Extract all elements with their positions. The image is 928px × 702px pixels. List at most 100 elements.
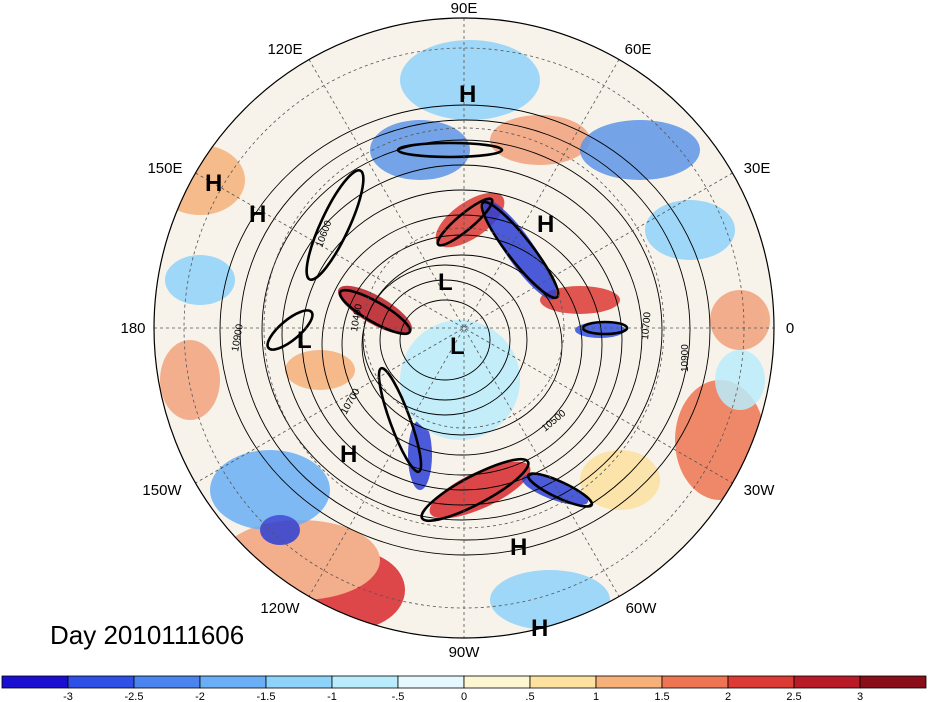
colorbar-box bbox=[1, 675, 69, 689]
low-pressure-marker: L bbox=[297, 327, 312, 354]
warm-patch bbox=[337, 285, 413, 335]
cold-patch bbox=[260, 515, 300, 545]
cold-patch bbox=[645, 200, 735, 260]
longitude-label: 30W bbox=[744, 482, 776, 499]
jet-contour bbox=[305, 169, 365, 281]
colorbar-tick-label: 2 bbox=[725, 691, 731, 702]
longitude-label: 120E bbox=[267, 41, 302, 58]
colorbar-boxes bbox=[1, 675, 927, 689]
high-pressure-marker: H bbox=[249, 201, 266, 228]
map-border bbox=[153, 17, 775, 639]
high-pressure-marker: H bbox=[537, 211, 554, 238]
cold-patch bbox=[483, 200, 557, 300]
colorbar-box bbox=[133, 675, 201, 689]
cold-patch bbox=[715, 350, 765, 410]
colorbar-tick-label: 3 bbox=[857, 691, 863, 702]
anomaly-field bbox=[154, 18, 774, 638]
low-pressure-marker: L bbox=[450, 333, 465, 360]
colorbar-box bbox=[859, 675, 927, 689]
colorbar-tick-label: .5 bbox=[525, 691, 534, 702]
contour-line bbox=[261, 139, 663, 521]
colorbar: -3 -2.5 -2 -1.5 -1 -.5 0 .5 1 1.5 2 2.5 3 bbox=[1, 675, 927, 702]
colorbar-tick-label: 1 bbox=[593, 691, 599, 702]
colorbar-tick-label: -2.5 bbox=[125, 691, 144, 702]
longitude-label: 30E bbox=[744, 160, 771, 177]
cold-patch bbox=[165, 255, 235, 305]
colorbar-box bbox=[331, 675, 399, 689]
low-pressure-marker: L bbox=[438, 269, 453, 296]
colorbar-box bbox=[265, 675, 333, 689]
warm-patch bbox=[429, 461, 531, 519]
longitude-label: 120W bbox=[260, 600, 300, 617]
longitude-label: 180 bbox=[120, 320, 145, 337]
contour-line bbox=[239, 119, 691, 541]
colorbar-box bbox=[397, 675, 465, 689]
contour-label: 10400 bbox=[349, 303, 365, 333]
cold-patch bbox=[580, 120, 700, 180]
contour-line bbox=[399, 299, 491, 381]
cold-patch bbox=[400, 40, 540, 120]
contour-line bbox=[219, 104, 711, 556]
colorbar-box bbox=[529, 675, 597, 689]
colorbar-tick-label: -1.5 bbox=[257, 691, 276, 702]
warm-patch bbox=[580, 450, 660, 510]
cold-patch bbox=[210, 450, 330, 530]
contour-label: 10900 bbox=[230, 323, 246, 353]
warm-patch bbox=[155, 145, 245, 215]
pressure-centers: H H H H H H H L L L bbox=[205, 81, 554, 642]
high-pressure-marker: H bbox=[340, 441, 357, 468]
colorbar-tick-label: -.5 bbox=[392, 691, 405, 702]
colorbar-tick-label: 1.5 bbox=[654, 691, 669, 702]
jet-contour bbox=[266, 309, 314, 351]
colorbar-box bbox=[595, 675, 663, 689]
jet-contour bbox=[526, 472, 594, 508]
colorbar-box bbox=[463, 675, 531, 689]
warm-patch bbox=[285, 350, 355, 390]
warm-patch bbox=[710, 290, 770, 350]
contour-label: 10900 bbox=[680, 344, 691, 372]
cold-patch bbox=[490, 570, 610, 630]
contour-line bbox=[361, 254, 563, 436]
colorbar-tick-label: -1 bbox=[327, 691, 337, 702]
jet-contour bbox=[420, 457, 530, 523]
longitude-labels: 90E 60E 30E 0 30W 60W 90W 120W 150W 180 … bbox=[120, 0, 794, 661]
colorbar-box bbox=[661, 675, 729, 689]
longitude-label: 60W bbox=[626, 600, 658, 617]
high-pressure-marker: H bbox=[510, 534, 527, 561]
colorbar-box bbox=[793, 675, 861, 689]
meridian-line bbox=[308, 59, 620, 597]
warm-patch bbox=[540, 286, 620, 314]
longitude-label: 150W bbox=[142, 482, 182, 499]
jet-contour bbox=[480, 200, 560, 300]
contour-line bbox=[301, 189, 623, 491]
meridian-line bbox=[195, 172, 733, 484]
longitude-label: 90W bbox=[449, 644, 481, 661]
colorbar-ticks: -3 -2.5 -2 -1.5 -1 -.5 0 .5 1 1.5 2 2.5 3 bbox=[63, 691, 863, 702]
longitude-label: 90E bbox=[451, 0, 478, 17]
cold-patch bbox=[521, 474, 589, 506]
colorbar-tick-label: -3 bbox=[63, 691, 73, 702]
graticule bbox=[154, 18, 774, 638]
cold-patch bbox=[400, 320, 520, 440]
colorbar-box bbox=[67, 675, 135, 689]
colorbar-tick-label: 0 bbox=[461, 691, 467, 702]
negative-anomaly-patches bbox=[165, 40, 765, 630]
colorbar-tick-label: -2 bbox=[195, 691, 205, 702]
high-pressure-marker: H bbox=[531, 615, 548, 642]
colorbar-tick-label: 2.5 bbox=[786, 691, 801, 702]
jet-contour bbox=[338, 288, 412, 336]
high-pressure-marker: H bbox=[205, 170, 222, 197]
jet-contour bbox=[396, 141, 504, 159]
jet-contour bbox=[377, 366, 423, 474]
colorbar-box bbox=[199, 675, 267, 689]
contour-line bbox=[362, 264, 528, 416]
contour-line bbox=[379, 279, 511, 401]
cold-patch bbox=[370, 120, 470, 180]
meridian-line bbox=[195, 172, 733, 484]
contour-label: 10700 bbox=[640, 311, 653, 340]
meridian-line bbox=[308, 59, 620, 597]
contour-line bbox=[281, 164, 643, 506]
date-label: Day 2010111606 bbox=[50, 620, 245, 650]
longitude-label: 0 bbox=[786, 320, 794, 337]
